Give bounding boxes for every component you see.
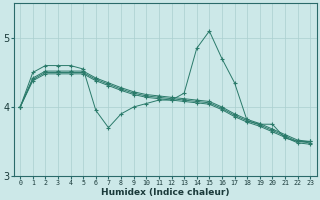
X-axis label: Humidex (Indice chaleur): Humidex (Indice chaleur): [101, 188, 229, 197]
